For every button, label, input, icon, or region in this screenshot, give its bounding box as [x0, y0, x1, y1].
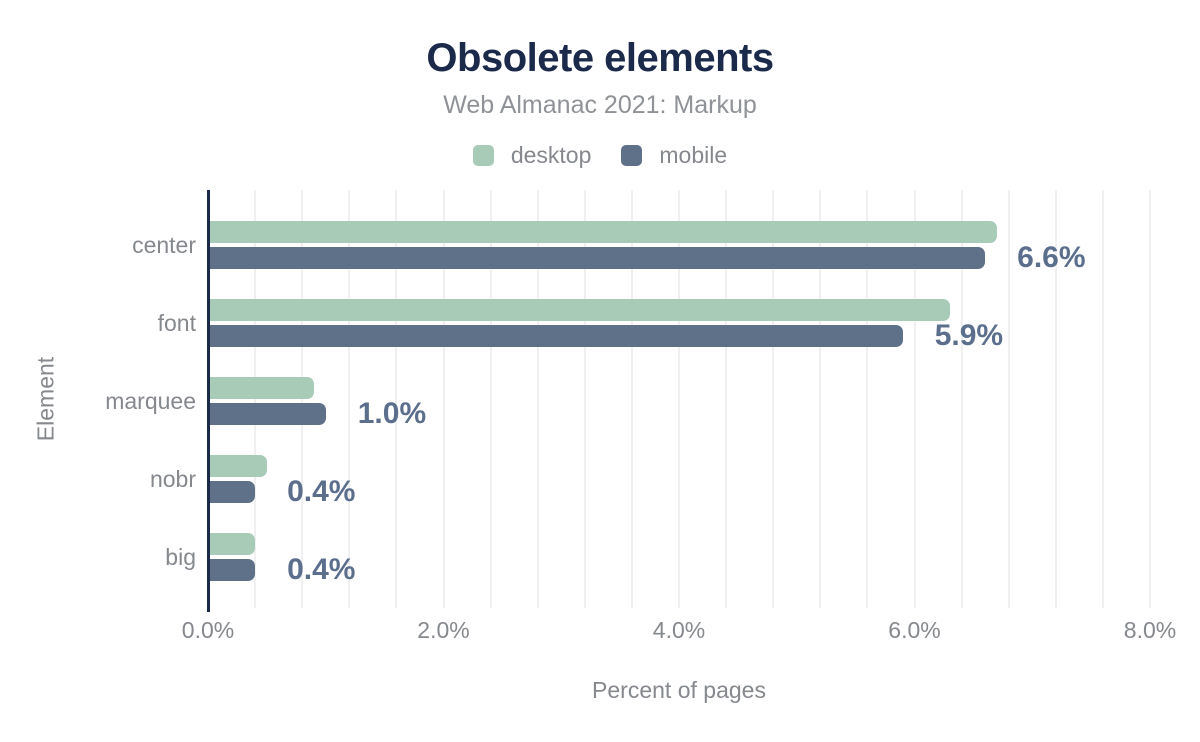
bar-desktop-center[interactable] [210, 221, 997, 243]
x-axis-ticks: 0.0% 2.0% 4.0% 6.0% 8.0% [182, 617, 1176, 647]
y-axis-title: Element [32, 356, 59, 442]
gridline [1007, 190, 1010, 608]
legend-item-desktop: desktop [472, 142, 592, 169]
legend-label-mobile: mobile [659, 142, 728, 168]
category-label-marquee: marquee [105, 388, 196, 414]
gridline [866, 190, 869, 608]
gridline [254, 190, 257, 608]
gridline [1054, 190, 1057, 608]
gridline [725, 190, 728, 608]
gridline [348, 190, 351, 608]
chart-subtitle: Web Almanac 2021: Markup [443, 91, 757, 119]
bar-desktop-marquee[interactable] [210, 377, 314, 399]
category-label-center: center [132, 232, 196, 258]
category-label-font: font [157, 310, 196, 336]
bar-desktop-nobr[interactable] [210, 455, 267, 477]
gridline [913, 190, 916, 608]
value-label-marquee: 1.0% [357, 397, 427, 430]
x-tick-8.0%: 8.0% [1123, 617, 1177, 643]
bar-mobile-nobr[interactable] [210, 481, 256, 503]
gridline [583, 190, 586, 608]
bar-mobile-big[interactable] [210, 559, 256, 581]
gridline [442, 190, 445, 608]
gridline [678, 190, 680, 608]
x-tick-2.0%: 2.0% [417, 617, 470, 643]
value-label-big: 0.4% [287, 553, 356, 586]
x-tick-0.0%: 0.0% [181, 617, 235, 643]
gridline [819, 190, 822, 608]
gridline [630, 190, 633, 608]
gridline [960, 190, 963, 608]
bar-mobile-marquee[interactable] [210, 403, 326, 425]
legend-item-mobile: mobile [621, 142, 727, 169]
value-label-center: 6.6% [1017, 241, 1086, 274]
chart-title: Obsolete elements [426, 36, 774, 80]
x-tick-4.0%: 4.0% [652, 617, 706, 643]
value-label-font: 5.9% [934, 319, 1004, 352]
legend-swatch-mobile [621, 145, 643, 166]
x-tick-6.0%: 6.0% [888, 617, 941, 643]
gridline [536, 190, 539, 608]
bar-desktop-font[interactable] [210, 299, 950, 321]
legend-label-desktop: desktop [510, 142, 592, 168]
legend-swatch-desktop [472, 145, 494, 166]
bar-desktop-big[interactable] [210, 533, 256, 555]
value-label-nobr: 0.4% [287, 475, 356, 508]
bar-mobile-font[interactable] [210, 325, 903, 347]
plot-area: center 6.6% font 5.9% marquee 1.0% nobr 0.4% big… [105, 190, 1151, 612]
gridline [489, 190, 492, 608]
category-label-big: big [165, 544, 196, 570]
x-axis-title: Percent of pages [592, 677, 766, 703]
gridline [395, 190, 398, 608]
gridline [1101, 190, 1104, 608]
legend: desktop mobile [0, 142, 1200, 169]
y-axis-line [207, 190, 210, 612]
gridline [301, 190, 304, 608]
gridline [1149, 190, 1151, 608]
gridline [772, 190, 775, 608]
category-label-nobr: nobr [149, 466, 196, 492]
bar-mobile-center[interactable] [210, 247, 986, 269]
